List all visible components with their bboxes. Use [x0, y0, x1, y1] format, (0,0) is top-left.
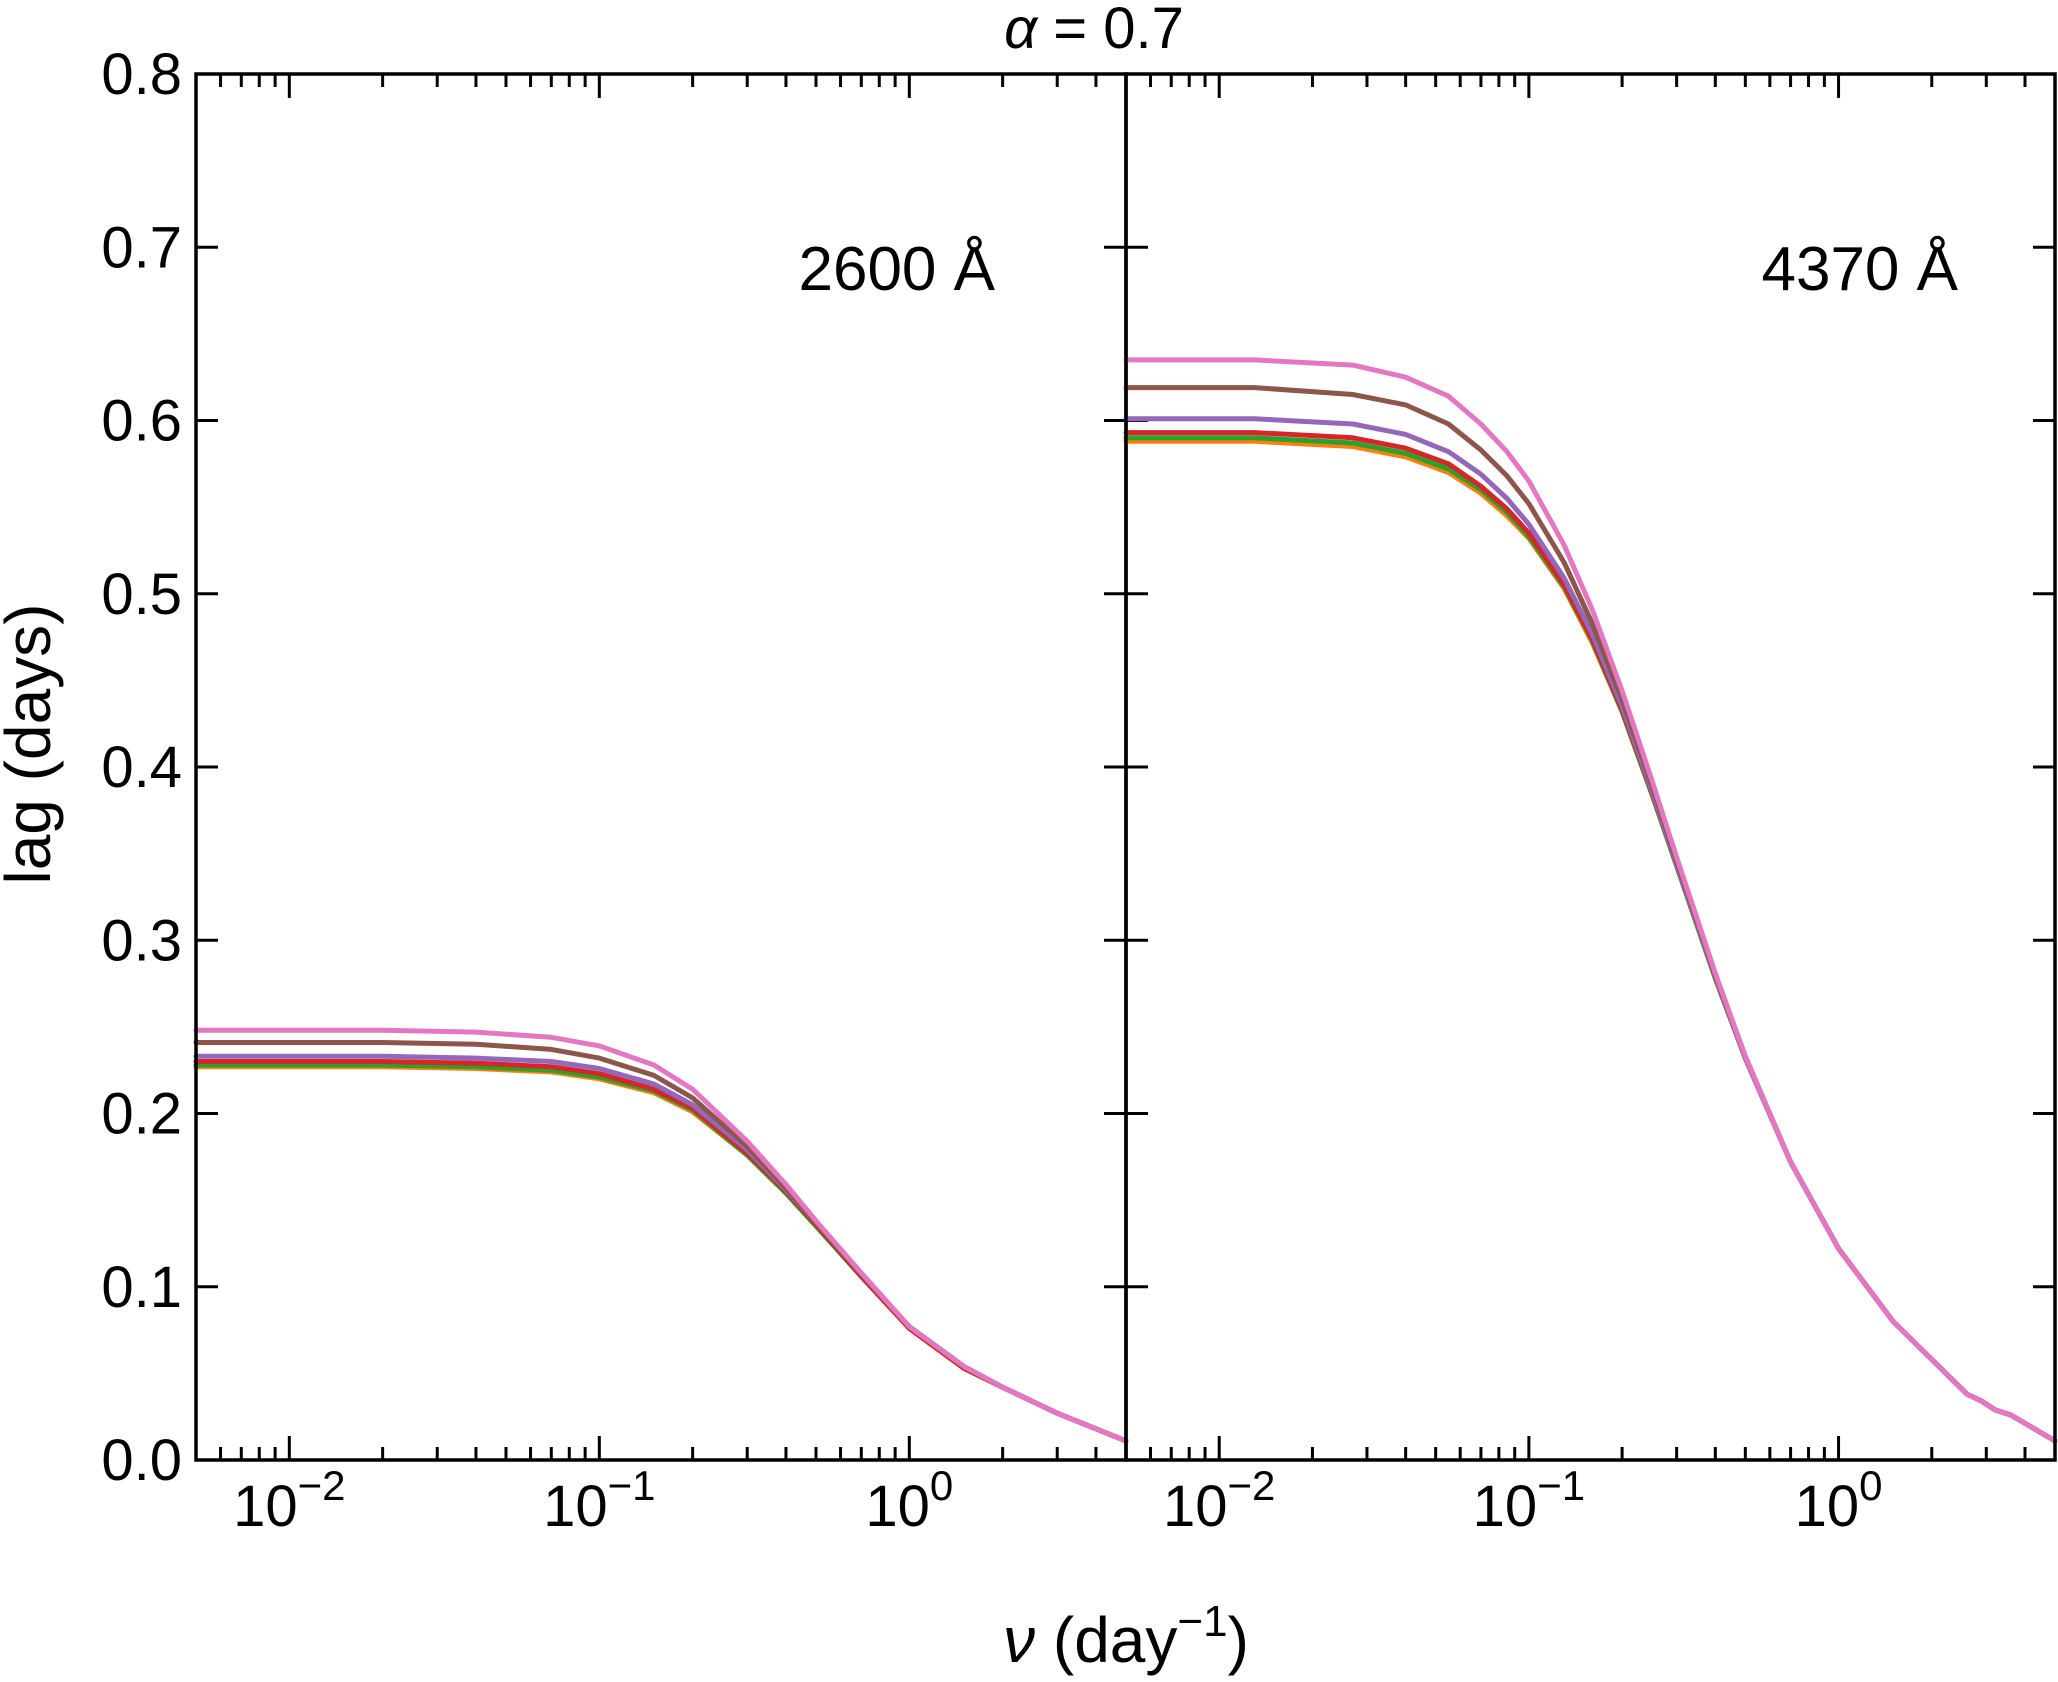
y-tick-label: 0.8: [101, 42, 182, 107]
x-tick-label: 100: [1795, 1462, 1883, 1539]
y-tick-label: 0.2: [101, 1082, 182, 1147]
figure-title: α = 0.7: [1004, 0, 1184, 61]
series-line-2: [1126, 438, 2055, 1441]
x-tick-label: 10−1: [543, 1462, 655, 1539]
series-line-5: [1126, 388, 2055, 1441]
series-line-4: [1126, 419, 2055, 1441]
panel-left-label: 2600 Å: [798, 235, 995, 304]
y-tick-label: 0.0: [101, 1428, 182, 1493]
panel-left: 0.0 0.1 0.2 0.3 0.4 0.5 0.6 0.7 0.8 10−2 10−1 100 2…: [101, 42, 1126, 1539]
x-tick-label: 100: [865, 1462, 953, 1539]
series-line-3: [1126, 433, 2055, 1441]
y-tick-label: 0.7: [101, 215, 182, 280]
series-line-4: [196, 1056, 1126, 1441]
panel-right: 10−2 10−1 100 4370 Å: [1126, 74, 2055, 1539]
series-line-1: [1126, 441, 2055, 1441]
figure: α = 0.7 lag (days) ν (day−1) 0.00.10.20.…: [0, 0, 2058, 1682]
panel-right-label: 4370 Å: [1761, 235, 1958, 304]
y-axis-label: lag (days): [0, 604, 64, 885]
x-tick-label: 10−1: [1473, 1462, 1585, 1539]
series-line-6: [1126, 360, 2055, 1441]
y-tick-label: 0.5: [101, 562, 182, 627]
y-tick-label: 0.4: [101, 735, 182, 800]
y-tick-label: 0.6: [101, 389, 182, 454]
x-tick-label: 10−2: [233, 1462, 345, 1539]
series-line-2: [196, 1065, 1126, 1441]
series-line-1: [196, 1067, 1126, 1441]
series-line-3: [196, 1062, 1126, 1441]
x-axis-label: ν (day−1): [1003, 1597, 1249, 1676]
y-tick-label: 0.3: [101, 908, 182, 973]
y-tick-label: 0.1: [101, 1255, 182, 1320]
x-tick-label: 10−2: [1163, 1462, 1275, 1539]
